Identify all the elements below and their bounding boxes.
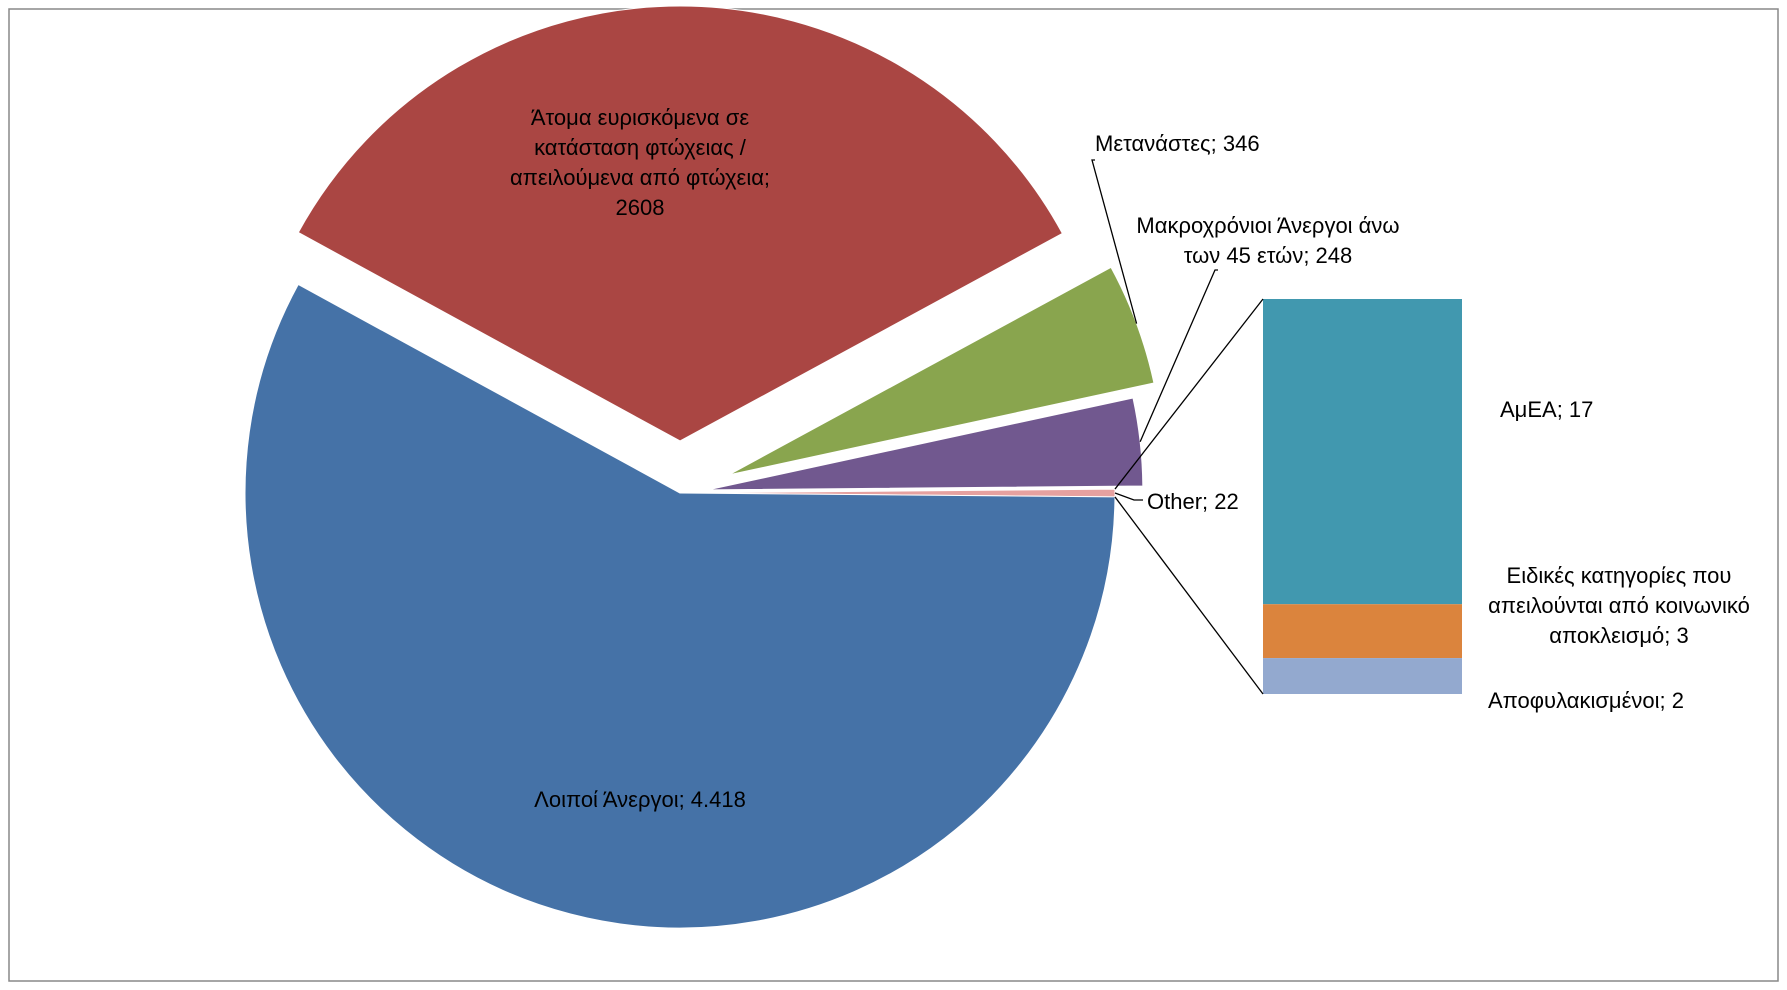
connector-line-top (1114, 298, 1264, 490)
bar-segment-1 (1263, 604, 1462, 659)
bar-segment-2 (1263, 658, 1462, 694)
leader-lines (1091, 159, 1218, 501)
bar-of-pie-stack (1263, 299, 1462, 694)
data-label-disabled: ΑμΕΑ; 17 (1500, 397, 1593, 422)
leader-line-other (1114, 492, 1143, 501)
data-label-migrants: Μετανάστες; 346 (1095, 131, 1260, 156)
data-label-other: Other; 22 (1147, 489, 1239, 514)
data-label-poverty: Άτομα ευρισκόμενα σε κατάσταση φτώχειας /… (510, 105, 770, 220)
bar-connectors (1114, 298, 1264, 695)
pie-slice-3 (707, 397, 1144, 491)
data-label-special-categories: Ειδικές κατηγορίες που απειλούνται από κο… (1488, 563, 1750, 648)
pie-slice-0 (244, 283, 1116, 929)
data-labels: Λοιποί Άνεργοι; 4.418 Άτομα ευρισκόμενα σ… (510, 105, 1750, 812)
data-label-other-unemployed: Λοιποί Άνεργοι; 4.418 (534, 787, 746, 812)
bar-segment-0 (1263, 299, 1462, 605)
leader-line-migrants (1091, 159, 1138, 324)
pie-slice-2 (728, 266, 1155, 476)
data-label-long-term-unemployed: Μακροχρόνιοι Άνεργοι άνω των 45 ετών; 248 (1136, 213, 1399, 268)
leader-line-long-term (1139, 269, 1218, 442)
data-label-ex-prisoners: Αποφυλακισμένοι; 2 (1488, 688, 1684, 713)
connector-line-bottom (1114, 496, 1264, 695)
pie-area (244, 5, 1155, 929)
pie-slice-1 (297, 5, 1064, 442)
